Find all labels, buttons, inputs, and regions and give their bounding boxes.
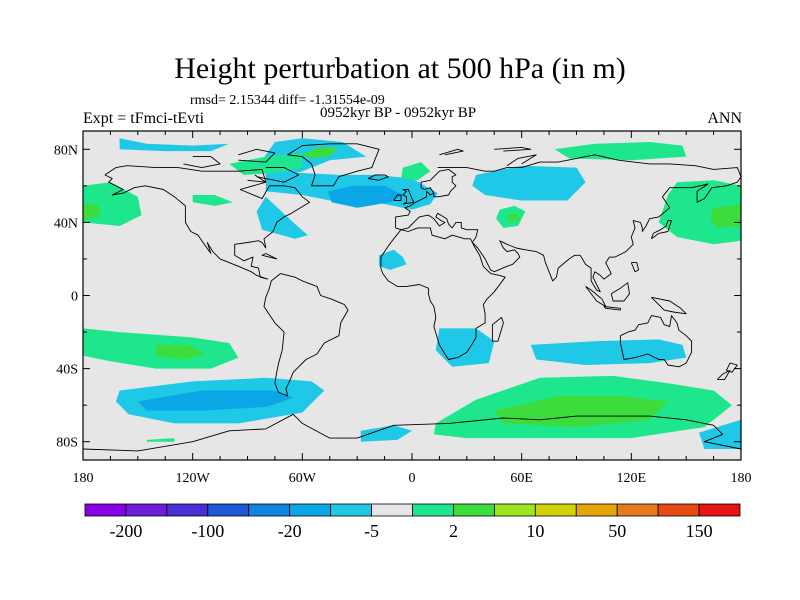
colorbar-swatch bbox=[248, 503, 291, 517]
contour-region-5 bbox=[472, 165, 586, 201]
colorbar-label: 150 bbox=[686, 521, 713, 541]
contour-region-23 bbox=[507, 213, 520, 223]
contour-region-17 bbox=[401, 162, 431, 181]
coastline-3 bbox=[367, 174, 389, 181]
x-tick-label: 0 bbox=[409, 471, 416, 486]
coastlines bbox=[83, 143, 741, 452]
colorbar-swatch bbox=[616, 503, 659, 517]
contour-region-15 bbox=[658, 180, 741, 245]
period-label: 0952kyr BP - 0952kyr BP bbox=[320, 105, 477, 121]
coastline-11 bbox=[650, 220, 672, 240]
map-title: Height perturbation at 500 hPa (in m) bbox=[174, 52, 626, 85]
y-axis: 80N 40N 0 40S 80S bbox=[54, 143, 741, 451]
coastline-26 bbox=[506, 154, 537, 167]
contour-region-13 bbox=[192, 195, 233, 206]
colorbar-swatch bbox=[534, 503, 577, 517]
x-tick-label: 180 bbox=[73, 471, 94, 486]
contour-region-18 bbox=[554, 142, 687, 161]
coastline-27 bbox=[247, 174, 267, 183]
colorbar-label: 50 bbox=[608, 521, 626, 541]
colorbar-swatch bbox=[575, 503, 618, 517]
x-tick-label: 120E bbox=[617, 471, 647, 486]
colorbar-swatch bbox=[657, 503, 700, 517]
season-label: ANN bbox=[707, 110, 742, 127]
coastline-20 bbox=[83, 413, 741, 452]
contour-region-25 bbox=[156, 344, 206, 360]
coastline-8 bbox=[619, 315, 693, 368]
x-tick-label: 60W bbox=[289, 471, 317, 486]
contour-region-22 bbox=[302, 147, 339, 159]
x-tick-label: 60E bbox=[510, 471, 533, 486]
coastline-0 bbox=[104, 165, 311, 280]
contour-region-20 bbox=[83, 204, 102, 221]
y-tick-label: 80S bbox=[56, 436, 78, 451]
x-tick-label: 120W bbox=[176, 471, 211, 486]
coastline-25 bbox=[439, 148, 464, 156]
colorbar-swatch bbox=[453, 503, 495, 517]
coastline-18 bbox=[630, 262, 640, 273]
contour-region-16 bbox=[229, 152, 303, 175]
rmsd-diff-stats: rmsd= 2.15344 diff= -1.31554e-09 bbox=[190, 93, 385, 108]
contour-fills bbox=[83, 138, 741, 449]
colorbar-swatch bbox=[330, 503, 372, 517]
colorbar-label: 2 bbox=[449, 521, 458, 541]
contour-region-28 bbox=[147, 438, 175, 442]
coastline-5 bbox=[400, 154, 741, 293]
coastline-13 bbox=[716, 369, 731, 381]
colorbar: -200 -100 -20 -5 2 10 50 150 bbox=[84, 503, 741, 541]
coastline-22 bbox=[183, 156, 221, 169]
colorbar-label: -20 bbox=[278, 521, 302, 541]
coastline-16 bbox=[610, 282, 630, 302]
contour-region-7 bbox=[435, 328, 495, 367]
x-tick-label: 180 bbox=[731, 471, 752, 486]
coastline-7 bbox=[491, 316, 504, 342]
colorbar-label: -100 bbox=[191, 521, 224, 541]
coastline-17 bbox=[651, 296, 687, 315]
coastline-6 bbox=[380, 227, 506, 360]
colorbar-swatch bbox=[125, 503, 168, 517]
colorbar-swatch bbox=[207, 503, 250, 517]
coastline-12 bbox=[725, 362, 738, 373]
x-axis: 180 120W 60W 0 60E 120E 180 bbox=[73, 131, 752, 486]
coastline-21 bbox=[238, 148, 276, 163]
y-tick-label: 40S bbox=[56, 363, 78, 378]
colorbar-swatch bbox=[166, 503, 209, 517]
colorbar-swatch bbox=[412, 503, 454, 517]
experiment-label: Expt = tFmci-tEvti bbox=[83, 110, 205, 127]
contour-region-21 bbox=[709, 204, 741, 228]
coastline-19 bbox=[261, 253, 278, 260]
coastline-9 bbox=[402, 189, 415, 205]
contour-region-0 bbox=[119, 138, 230, 152]
coastline-10 bbox=[393, 194, 402, 201]
coastline-15 bbox=[603, 306, 621, 311]
y-tick-label: 80N bbox=[54, 143, 78, 158]
colorbar-swatch bbox=[698, 503, 741, 517]
colorbar-swatch bbox=[493, 503, 536, 517]
y-tick-label: 40N bbox=[54, 216, 78, 231]
coastline-2 bbox=[287, 143, 380, 187]
coastline-1 bbox=[263, 273, 349, 397]
contour-region-12 bbox=[699, 419, 741, 449]
colorbar-label: -5 bbox=[364, 521, 379, 541]
contour-region-4 bbox=[379, 249, 407, 270]
coastline-14 bbox=[585, 286, 607, 307]
colorbar-label: -200 bbox=[109, 521, 142, 541]
coastline-4 bbox=[395, 168, 457, 231]
colorbar-swatch bbox=[371, 503, 413, 517]
y-tick-label: 0 bbox=[71, 290, 78, 305]
contour-region-8 bbox=[530, 339, 687, 365]
contour-region-11 bbox=[360, 425, 412, 442]
colorbar-swatch bbox=[84, 503, 127, 517]
coastline-23 bbox=[256, 167, 300, 183]
coastline-24 bbox=[494, 146, 532, 152]
contour-region-6 bbox=[327, 185, 403, 208]
colorbar-label: 10 bbox=[526, 521, 544, 541]
colorbar-swatch bbox=[289, 503, 332, 517]
contour-region-10 bbox=[137, 390, 294, 411]
